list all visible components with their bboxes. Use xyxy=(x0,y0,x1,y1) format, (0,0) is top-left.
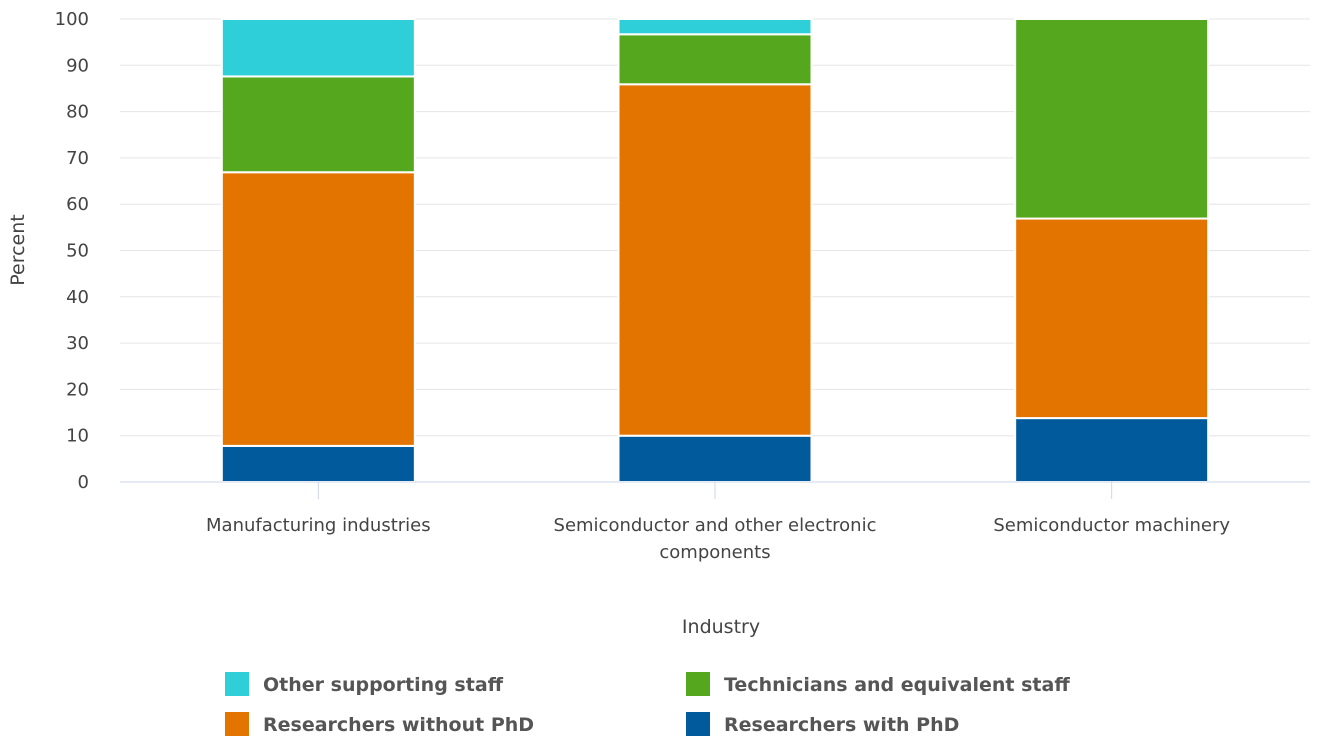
x-tick-label: Manufacturing industries xyxy=(206,515,431,536)
y-tick-label: 50 xyxy=(66,241,89,262)
y-tick-label: 70 xyxy=(66,148,89,169)
y-axis-title: Percent xyxy=(7,214,29,286)
legend-swatch xyxy=(686,712,710,736)
bars xyxy=(220,18,1210,484)
legend-swatch xyxy=(686,672,710,696)
bar-segment[interactable] xyxy=(617,434,813,484)
y-tick-label: 100 xyxy=(55,9,89,30)
x-axis-title: Industry xyxy=(682,616,760,638)
legend-item[interactable]: Researchers without PhD xyxy=(225,712,534,736)
bar-segment[interactable] xyxy=(220,18,416,78)
legend-item[interactable]: Other supporting staff xyxy=(225,672,504,696)
y-tick-label: 20 xyxy=(66,379,89,400)
legend-item[interactable]: Technicians and equivalent staff xyxy=(686,672,1070,696)
bar-segment[interactable] xyxy=(617,18,813,36)
bar-segment[interactable] xyxy=(617,33,813,86)
legend-label: Researchers with PhD xyxy=(724,714,959,736)
axes: 0 10 20 30 40 50 60 70 80 90 100 Manufacturing indu… xyxy=(55,9,1310,563)
bar-segment[interactable] xyxy=(1014,217,1210,420)
bar-segment[interactable] xyxy=(220,75,416,174)
bar-segment[interactable] xyxy=(617,83,813,437)
legend-item[interactable]: Researchers with PhD xyxy=(686,712,959,736)
legend-label: Other supporting staff xyxy=(263,674,504,696)
y-tick-label: 10 xyxy=(66,426,89,447)
y-tick-label: 80 xyxy=(66,102,89,123)
bar-segment[interactable] xyxy=(1014,18,1210,220)
x-tick-label: Semiconductor machinery xyxy=(993,515,1230,536)
y-tick-label: 90 xyxy=(66,55,89,76)
legend-label: Technicians and equivalent staff xyxy=(724,674,1070,696)
y-tick-label: 30 xyxy=(66,333,89,354)
legend-swatch xyxy=(225,672,249,696)
bar-segment[interactable] xyxy=(1014,417,1210,483)
legend-swatch xyxy=(225,712,249,736)
x-tick-label: Semiconductor and other electronic compon… xyxy=(554,515,877,563)
y-tick-label: 60 xyxy=(66,194,89,215)
legend: Other supporting staff Technicians and eq… xyxy=(225,672,1070,736)
y-tick-label: 40 xyxy=(66,287,89,308)
legend-label: Researchers without PhD xyxy=(263,714,534,736)
y-tick-label: 0 xyxy=(78,472,89,493)
bar-segment[interactable] xyxy=(220,444,416,483)
bar-segment[interactable] xyxy=(220,171,416,447)
